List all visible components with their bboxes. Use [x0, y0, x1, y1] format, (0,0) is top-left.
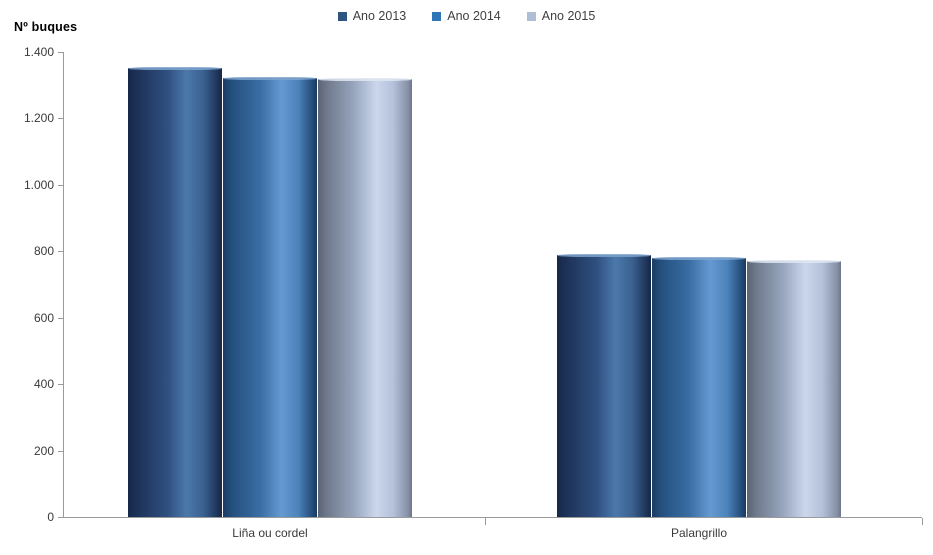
y-axis-tick-label: 400	[33, 377, 54, 392]
x-axis-line	[63, 517, 922, 518]
bar-body	[223, 77, 317, 517]
x-axis-category-label: Palangrillo	[670, 526, 728, 540]
bar-body	[652, 257, 746, 517]
x-axis-separator-tick	[922, 518, 923, 525]
y-axis-tick-label: 1.400	[23, 45, 54, 59]
bar-top-cap	[223, 76, 317, 80]
y-axis-tick-mark	[58, 52, 63, 53]
x-axis-category-label: Liña ou cordel	[232, 526, 308, 540]
bar-body	[747, 260, 841, 517]
y-axis-tick-label: 1.200	[23, 111, 54, 126]
bar-body	[128, 67, 222, 517]
y-axis-tick-label: 200	[33, 443, 54, 458]
y-axis-tick-mark	[58, 118, 63, 119]
y-axis-tick-label: 800	[33, 244, 54, 259]
bar[interactable]	[557, 253, 651, 517]
y-axis-tick-label: 0	[47, 510, 54, 524]
y-axis-tick-mark	[58, 517, 63, 518]
y-axis-tick-mark	[58, 185, 63, 186]
bar[interactable]	[223, 76, 317, 517]
bar[interactable]	[128, 66, 222, 517]
y-axis-title: Nº buques	[14, 20, 78, 34]
bar[interactable]	[652, 256, 746, 517]
y-axis-line	[63, 52, 64, 518]
y-axis-tick-mark	[58, 251, 63, 252]
y-axis-tick-mark	[58, 318, 63, 319]
x-axis-separator-tick	[485, 518, 486, 525]
bar-body	[318, 78, 412, 517]
y-axis-tick-mark	[58, 451, 63, 452]
bar-body	[557, 254, 651, 517]
bar[interactable]	[747, 259, 841, 517]
y-axis-tick-label: 600	[33, 310, 54, 325]
bar-top-cap	[747, 259, 841, 263]
bar-top-cap	[652, 256, 746, 260]
bar-top-cap	[128, 66, 222, 70]
bar-top-cap	[318, 77, 412, 81]
bar[interactable]	[318, 77, 412, 517]
y-axis-tick-mark	[58, 384, 63, 385]
y-axis-tick-label: 1.000	[23, 177, 54, 192]
bar-top-cap	[557, 253, 651, 257]
